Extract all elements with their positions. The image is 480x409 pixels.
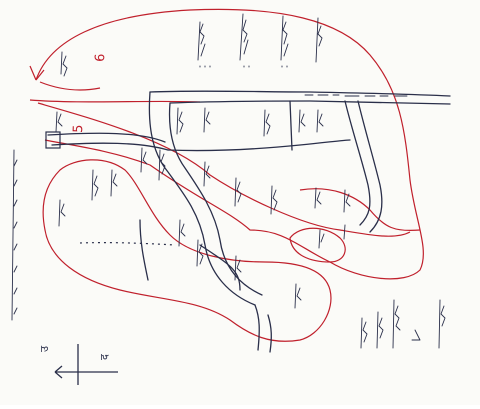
label-scribble xyxy=(176,107,184,135)
right-road-left-edge xyxy=(344,100,371,226)
label-scribble xyxy=(318,229,325,249)
label-scribble xyxy=(158,149,166,181)
lower-left-spur-road xyxy=(139,219,149,281)
dotted-path xyxy=(79,242,176,246)
label-scribble xyxy=(315,17,323,63)
label-scribble xyxy=(263,109,271,137)
label-scribble xyxy=(140,147,148,173)
label-scribble xyxy=(178,219,186,247)
inner-loop-boundary xyxy=(299,188,421,232)
label-scribble xyxy=(110,169,118,197)
handwritten-labels xyxy=(11,13,446,349)
compass-north-label: उ xyxy=(38,345,51,352)
left-sector-boundary xyxy=(42,159,332,342)
short-spur-road xyxy=(289,100,293,151)
sector-6-boundary xyxy=(35,8,424,280)
lower-spur-road xyxy=(199,244,241,291)
label-scribble xyxy=(294,283,302,309)
right-road-right-edge xyxy=(357,100,383,233)
signature-scribble xyxy=(392,299,401,349)
main-road-top-edge xyxy=(149,90,451,97)
map-title-scribble xyxy=(11,149,18,321)
sector-5-label-scribble xyxy=(55,111,63,133)
sector-5-boundary-top xyxy=(29,99,201,103)
lower-road-left-edge xyxy=(254,304,260,351)
sector-6-inner-line xyxy=(39,81,101,91)
label-scribble xyxy=(298,109,306,133)
left-road-inner-edge xyxy=(168,102,263,296)
label-scribble xyxy=(343,224,346,240)
label-scribble xyxy=(91,169,99,201)
sector-6-number: 6 xyxy=(93,53,108,62)
label-dots xyxy=(199,65,288,68)
label-scribble xyxy=(314,187,322,209)
sector-boundaries xyxy=(29,8,424,342)
building-box-left xyxy=(45,131,61,149)
sector-6-label-scribble xyxy=(60,51,68,77)
label-scribble xyxy=(270,185,278,215)
compass: उ द xyxy=(38,344,118,385)
cross-road-right-edge xyxy=(51,142,169,151)
label-scribble xyxy=(196,239,204,267)
road-network xyxy=(47,90,451,353)
main-road-bottom-edge xyxy=(169,100,451,105)
label-scribble xyxy=(343,189,351,213)
label-scribble xyxy=(58,199,66,227)
lower-road-right-edge xyxy=(267,314,272,353)
signature-scribble xyxy=(360,317,368,349)
label-scribble xyxy=(280,15,289,61)
label-scribble xyxy=(234,255,242,281)
north-arrow-icon xyxy=(54,344,118,385)
signature-scribble xyxy=(438,299,446,349)
label-scribble xyxy=(239,13,249,61)
right-lobe-boundary xyxy=(289,227,346,263)
sector-5-number: 5 xyxy=(71,124,86,133)
left-road-outer-edge xyxy=(148,91,256,306)
compass-south-label: द xyxy=(98,354,111,360)
label-scribble xyxy=(316,109,324,133)
label-scribble xyxy=(203,161,211,187)
middle-road xyxy=(167,139,351,152)
signature-scribble xyxy=(411,329,421,341)
label-scribble xyxy=(203,107,211,133)
road-label-scribble xyxy=(304,94,408,97)
cross-road-left-edge xyxy=(47,132,166,143)
signature-scribble xyxy=(376,311,384,349)
sector-5-boundary xyxy=(37,102,411,237)
label-scribble xyxy=(197,21,206,61)
label-scribble xyxy=(234,177,242,207)
sector-6-pointer xyxy=(29,65,45,81)
